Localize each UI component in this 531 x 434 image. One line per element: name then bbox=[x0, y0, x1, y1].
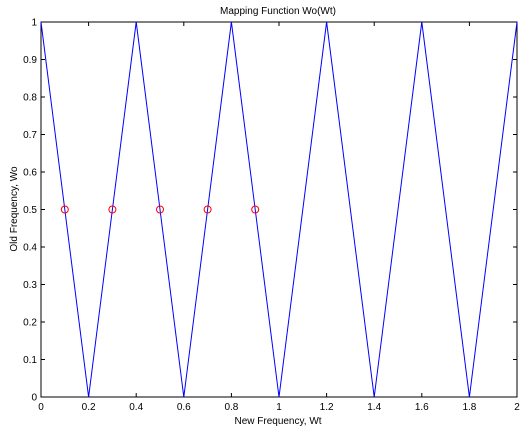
data-point-marker bbox=[60, 205, 69, 214]
data-point-marker bbox=[251, 205, 260, 214]
y-tick-label: 0 bbox=[31, 393, 37, 404]
x-tick-label: 1.2 bbox=[320, 402, 334, 413]
x-tick-label: 0.8 bbox=[224, 402, 238, 413]
y-tick-label: 0.1 bbox=[23, 355, 37, 366]
y-tick-label: 0.7 bbox=[23, 130, 37, 141]
y-tick-label: 0.8 bbox=[23, 93, 37, 104]
y-tick-label: 0.2 bbox=[23, 318, 37, 329]
x-tick-label: 2 bbox=[514, 402, 520, 413]
y-tick-label: 0.5 bbox=[23, 205, 37, 216]
x-axis-label: New Frequency, Wt bbox=[234, 416, 321, 427]
x-tick-label: 0.2 bbox=[82, 402, 96, 413]
x-tick-label: 0.6 bbox=[177, 402, 191, 413]
plot-area: 0 0.2 0.4 0.6 0.8 1 1.2 1.4 1.6 1.8 2 0 0.1 0.2 0.3 0.4… bbox=[23, 18, 520, 414]
x-tick-label: 1.8 bbox=[462, 402, 476, 413]
y-tick-label: 0.3 bbox=[23, 280, 37, 291]
x-tick-label: 0.4 bbox=[129, 402, 143, 413]
chart-title: Mapping Function Wo(Wt) bbox=[220, 6, 336, 17]
data-point-marker bbox=[203, 205, 212, 214]
x-tick-label: 1 bbox=[276, 402, 282, 413]
y-tick-label: 1 bbox=[31, 18, 37, 29]
y-axis-label: Old Frequency, Wo bbox=[9, 166, 20, 252]
data-point-marker bbox=[108, 205, 117, 214]
y-tick-label: 0.9 bbox=[23, 55, 37, 66]
x-tick-label: 1.4 bbox=[367, 402, 381, 413]
y-tick-label: 0.4 bbox=[23, 243, 37, 254]
data-point-marker bbox=[156, 205, 164, 214]
x-tick-label: 1.6 bbox=[415, 402, 429, 413]
series-line bbox=[40, 21, 518, 398]
y-tick-label: 0.6 bbox=[23, 168, 37, 179]
x-tick-label: 0 bbox=[38, 402, 44, 413]
